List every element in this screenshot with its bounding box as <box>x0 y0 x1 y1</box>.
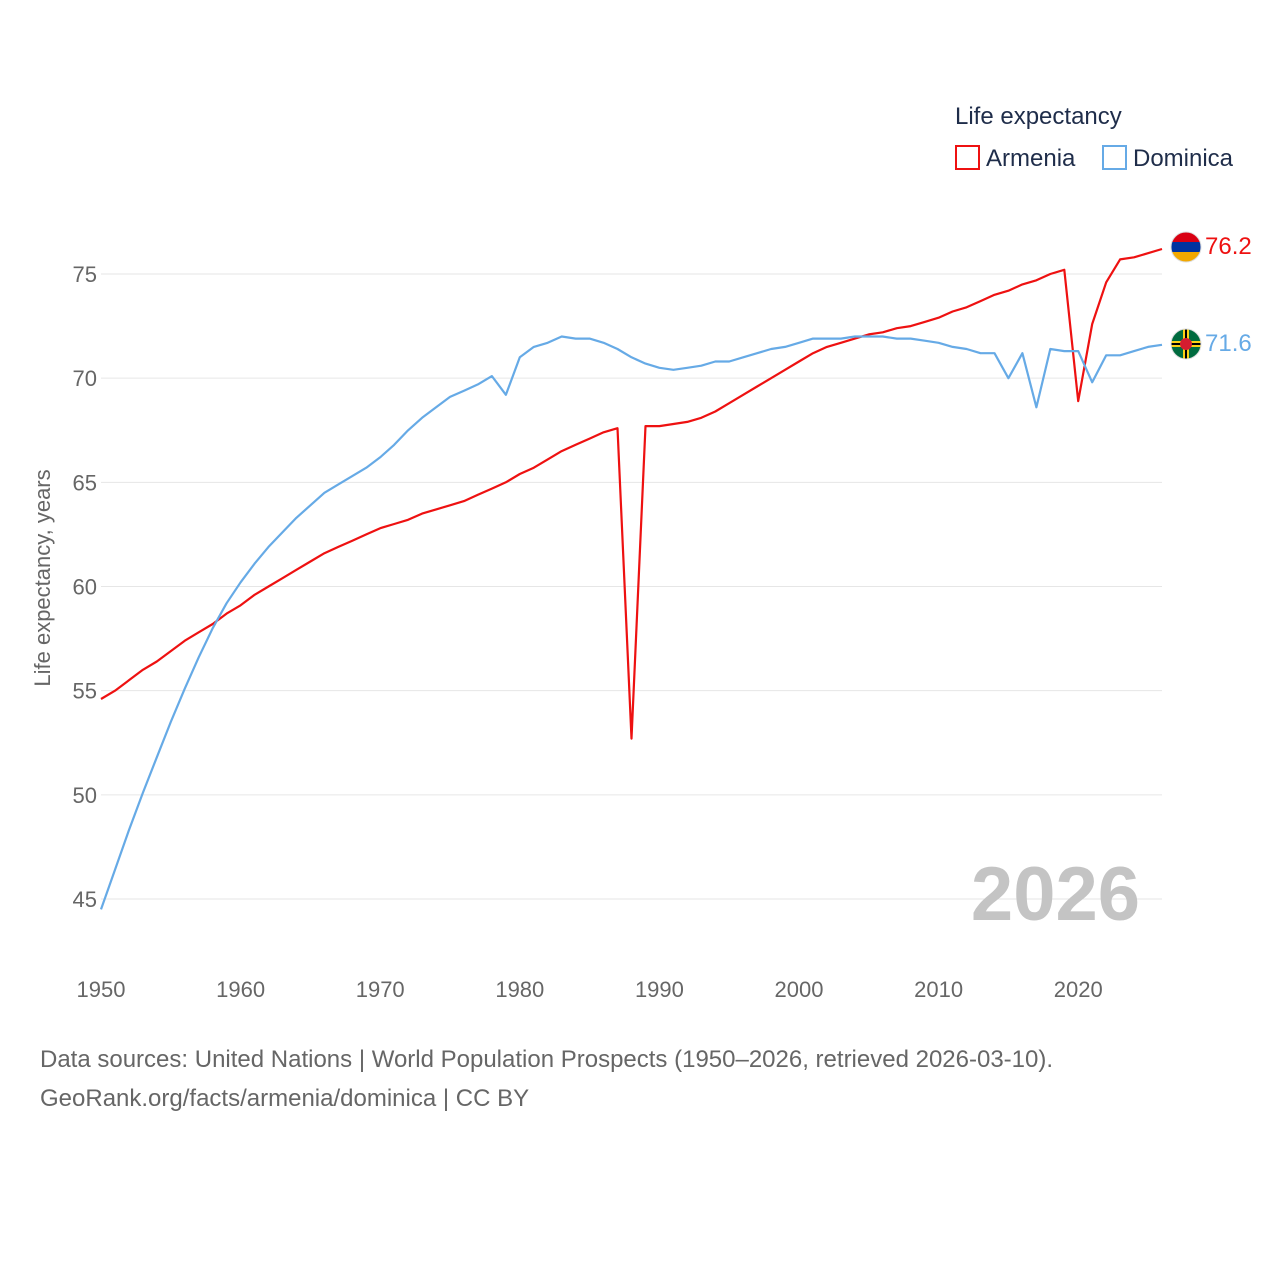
y-tick-label-60: 60 <box>73 575 97 600</box>
series-line-dominica <box>99 335 1163 910</box>
dominica-end-value: 71.6 <box>1205 330 1252 357</box>
x-tick-label-1950: 1950 <box>77 977 126 1002</box>
y-axis: 45 50 55 60 65 70 75 <box>73 262 97 912</box>
x-tick-label-1980: 1980 <box>495 977 544 1002</box>
legend-label-armenia[interactable]: Armenia <box>986 145 1076 172</box>
y-tick-label-70: 70 <box>73 366 97 391</box>
x-tick-label-1970: 1970 <box>356 977 405 1002</box>
x-axis: 1950 1960 1970 1980 1990 2000 2010 2020 <box>77 977 1103 1002</box>
x-tick-label-2010: 2010 <box>914 977 963 1002</box>
series-lines <box>99 247 1163 910</box>
y-tick-label-75: 75 <box>73 262 97 287</box>
y-tick-label-55: 55 <box>73 679 97 704</box>
y-tick-label-65: 65 <box>73 470 97 495</box>
series-line-armenia <box>100 247 1163 740</box>
legend-title: Life expectancy <box>955 103 1122 130</box>
x-tick-label-2020: 2020 <box>1054 977 1103 1002</box>
armenia-end-value: 76.2 <box>1205 233 1252 260</box>
legend-label-dominica[interactable]: Dominica <box>1133 145 1234 172</box>
dominica-flag-icon <box>1171 329 1201 359</box>
y-tick-label-45: 45 <box>73 887 97 912</box>
x-tick-label-1960: 1960 <box>216 977 265 1002</box>
y-tick-label-50: 50 <box>73 783 97 808</box>
x-tick-label-1990: 1990 <box>635 977 684 1002</box>
footer-attribution: GeoRank.org/facts/armenia/dominica | CC … <box>40 1085 530 1112</box>
armenia-flag-icon <box>1171 232 1201 262</box>
legend: Life expectancy Armenia Dominica <box>955 103 1234 172</box>
footer-sources: Data sources: United Nations | World Pop… <box>40 1046 1054 1073</box>
legend-swatch-dominica[interactable] <box>1102 145 1127 170</box>
legend-swatch-armenia[interactable] <box>955 145 980 170</box>
x-tick-label-2000: 2000 <box>775 977 824 1002</box>
grid <box>101 273 1162 900</box>
y-axis-label: Life expectancy, years <box>30 469 55 686</box>
year-watermark: 2026 <box>971 852 1140 937</box>
